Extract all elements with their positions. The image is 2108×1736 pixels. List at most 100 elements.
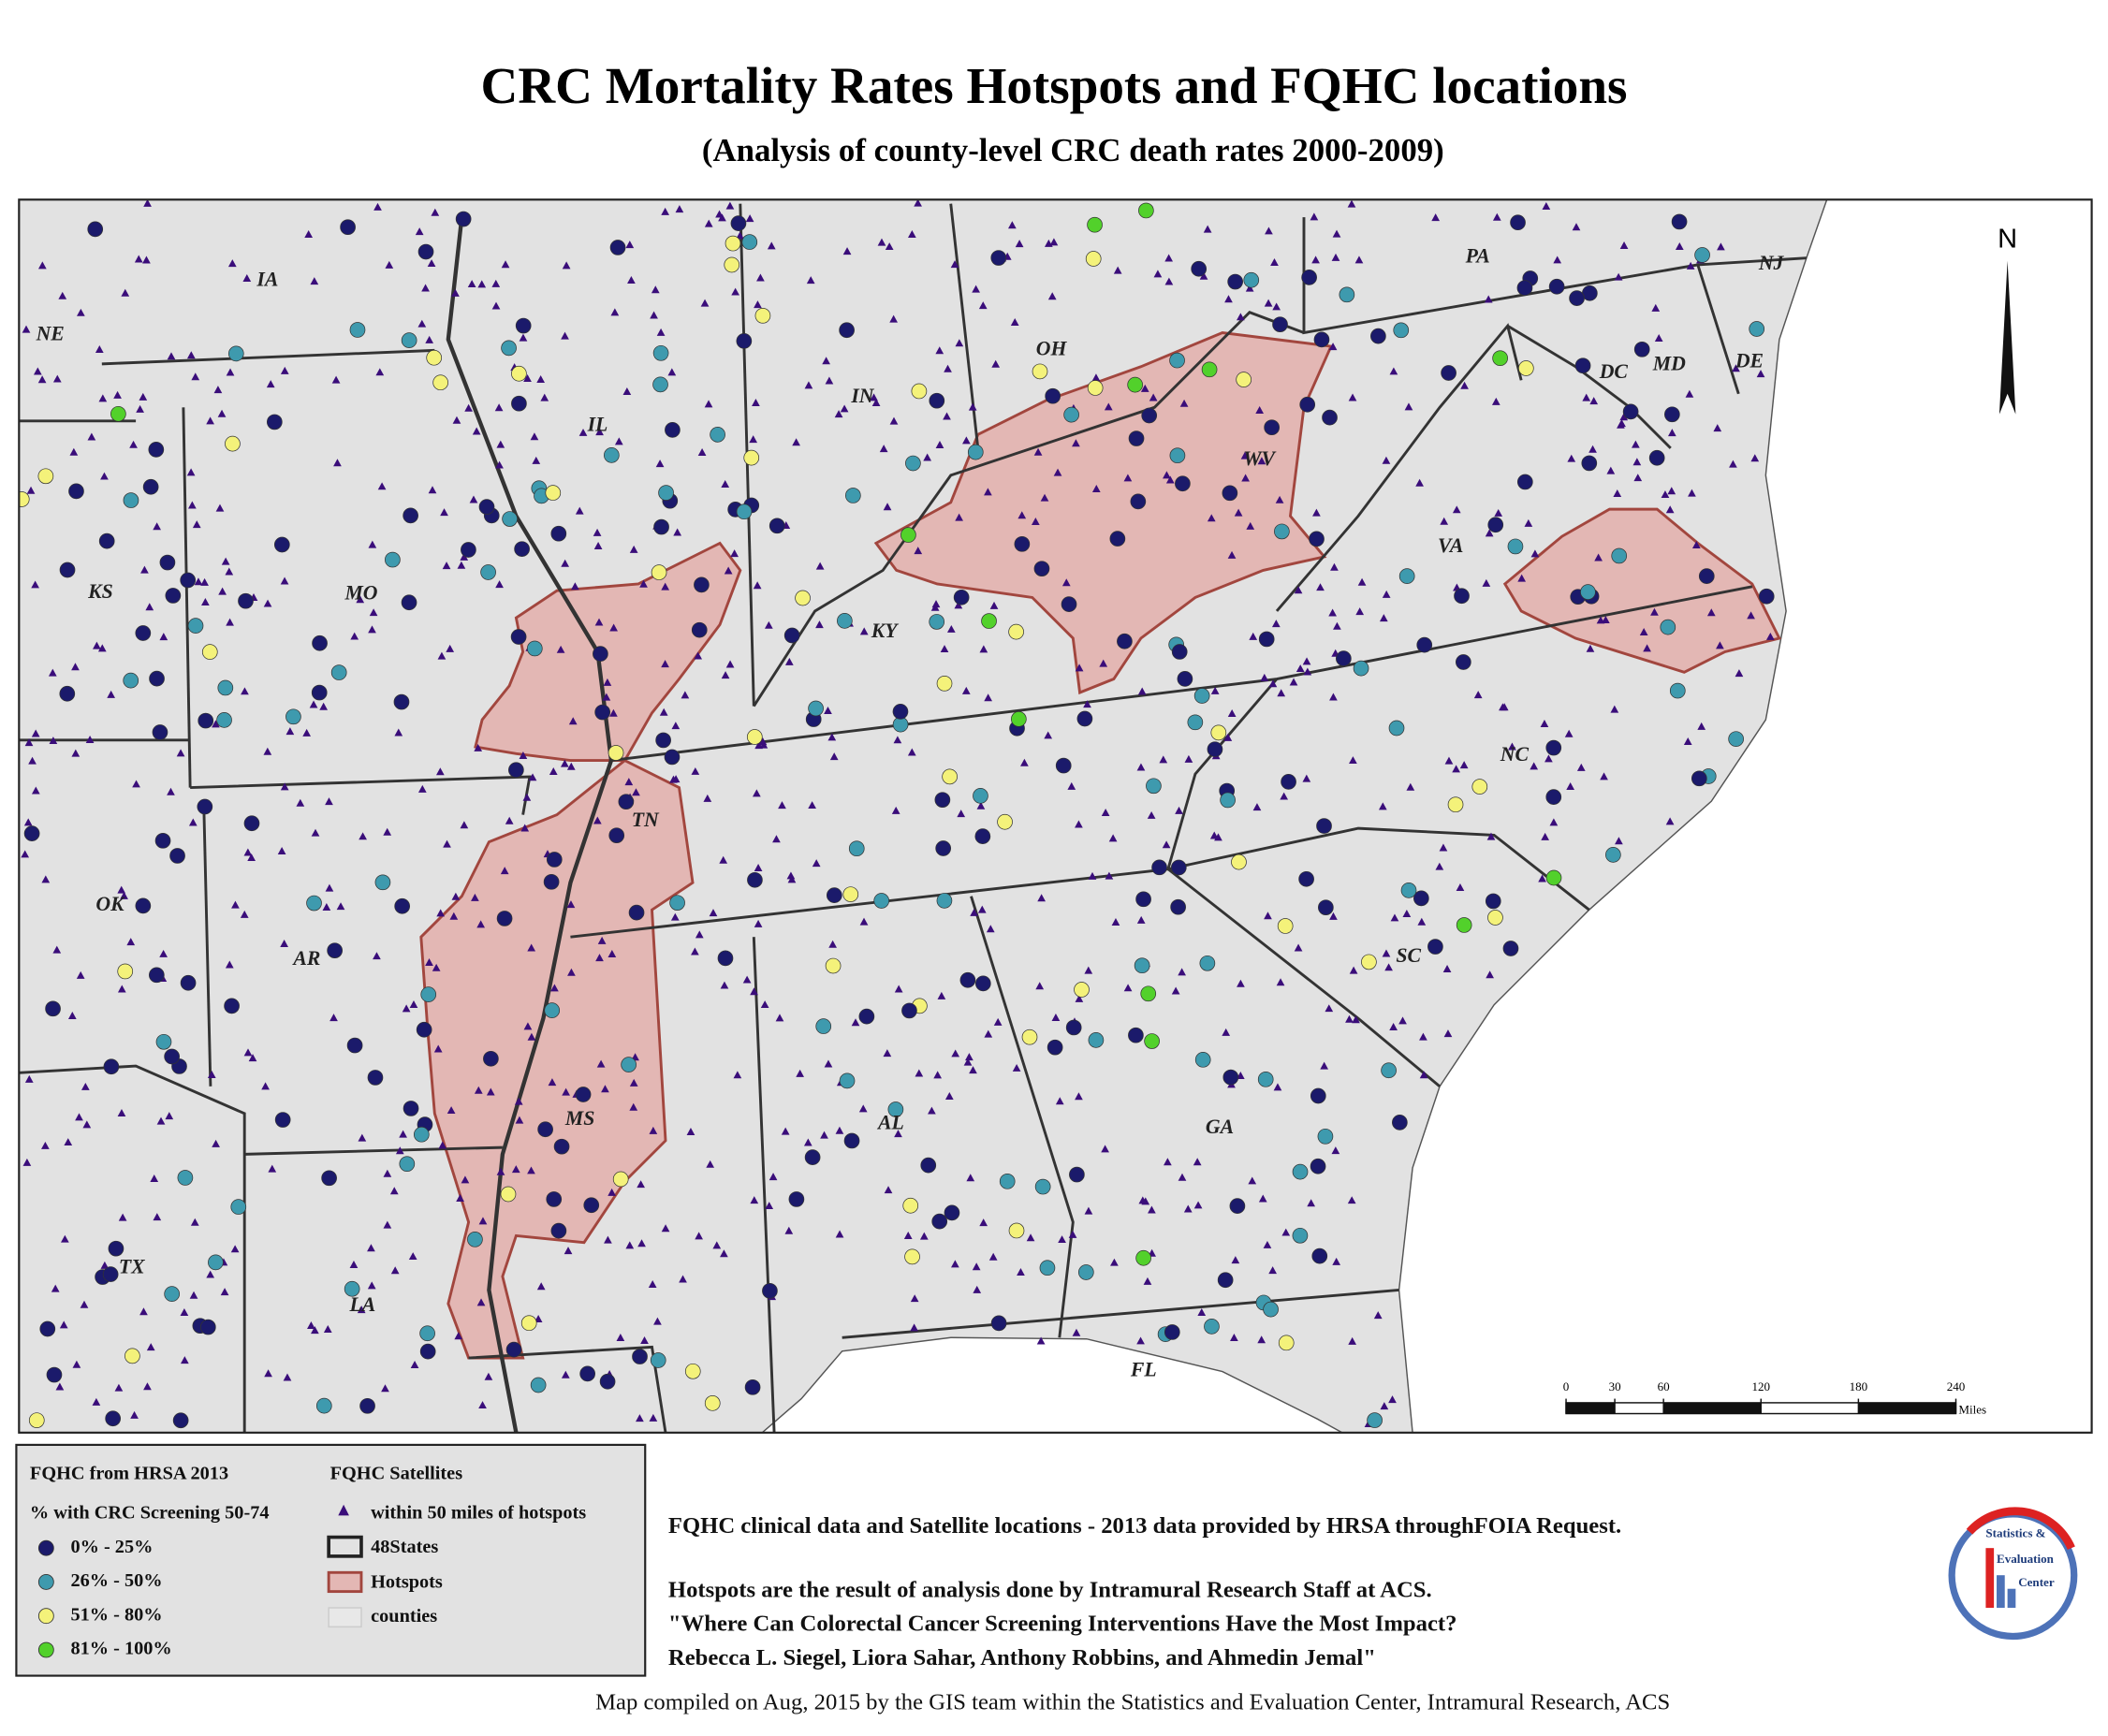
satellite-point <box>180 1356 189 1364</box>
satellite-point <box>1033 447 1043 456</box>
satellite-point <box>968 402 977 411</box>
satellite-point <box>928 1106 936 1115</box>
fqhc-point <box>628 904 645 921</box>
satellite-point <box>1331 253 1340 261</box>
satellite-point <box>58 291 67 299</box>
satellite-point <box>436 909 446 917</box>
satellite-point <box>1302 657 1311 665</box>
satellite-point <box>978 301 988 310</box>
satellite-point <box>399 1130 407 1138</box>
fqhc-point <box>1310 1158 1326 1174</box>
satellite-point <box>1222 1028 1231 1036</box>
satellite-point <box>37 261 47 270</box>
satellite-point <box>190 1218 199 1226</box>
satellite-point <box>1061 578 1071 587</box>
fqhc-point <box>1664 406 1680 423</box>
satellite-point <box>319 702 329 710</box>
satellite-point <box>367 1244 375 1252</box>
fqhc-point <box>1021 1028 1038 1045</box>
fqhc-point <box>1231 853 1247 870</box>
fqhc-point <box>199 1319 216 1335</box>
fqhc-point <box>1485 893 1501 910</box>
fqhc-point <box>537 1121 553 1138</box>
satellite-point <box>700 299 710 307</box>
fqhc-point <box>704 1394 721 1411</box>
fqhc-point <box>1492 350 1508 367</box>
fqhc-point <box>1517 360 1534 376</box>
fqhc-point <box>1207 741 1223 758</box>
satellite-point <box>984 488 992 496</box>
fqhc-point <box>1008 1222 1025 1239</box>
satellite-point <box>1389 367 1398 375</box>
fqhc-point <box>180 974 197 991</box>
satellite-point <box>765 1202 774 1210</box>
fqhc-point <box>1077 1264 1094 1280</box>
fqhc-point <box>594 704 611 721</box>
satellite-point <box>1390 913 1399 922</box>
satellite-point <box>1183 1204 1193 1213</box>
satellite-point <box>1240 451 1250 460</box>
fqhc-point <box>1272 316 1288 333</box>
satellite-point <box>1614 272 1623 281</box>
fqhc-point <box>621 1057 637 1072</box>
fqhc-point <box>839 1072 856 1089</box>
satellite-point <box>1153 270 1163 278</box>
fqhc-point <box>401 332 417 348</box>
fqhc-point <box>393 693 410 710</box>
fqhc-point <box>632 1349 648 1364</box>
satellite-point <box>528 773 537 781</box>
satellite-point <box>679 1275 687 1283</box>
satellite-point <box>1280 792 1289 800</box>
satellite-point <box>1688 489 1696 497</box>
satellite-point <box>1329 912 1338 920</box>
fqhc-point <box>1281 774 1296 790</box>
satellite-point <box>756 273 765 282</box>
satellite-point <box>884 1186 893 1194</box>
satellite-point <box>26 486 36 494</box>
satellite-point <box>724 566 733 575</box>
satellite-point <box>1091 373 1101 382</box>
satellite-point <box>937 991 946 999</box>
satellite-point <box>1165 475 1175 484</box>
fqhc-point <box>808 700 824 717</box>
fqhc-point <box>1367 1412 1383 1428</box>
satellite-point <box>1435 862 1444 870</box>
fqhc-point <box>374 874 391 891</box>
fqhc-point <box>164 1048 180 1065</box>
satellite-point <box>501 260 510 269</box>
state-label: AL <box>876 1111 904 1133</box>
fqhc-point <box>710 427 725 443</box>
satellite-point <box>85 736 95 744</box>
fqhc-point <box>725 235 741 252</box>
legend-item: 81% - 100% <box>70 1639 171 1659</box>
satellite-point <box>754 300 762 309</box>
satellite-point <box>1159 755 1168 764</box>
satellite-point <box>359 832 367 840</box>
satellite-point <box>31 580 39 589</box>
fqhc-point <box>344 1280 360 1297</box>
fqhc-point <box>1063 406 1079 423</box>
satellite-point <box>1382 590 1391 598</box>
fqhc-point <box>911 383 928 400</box>
satellite-point <box>1484 295 1493 303</box>
satellite-point <box>973 1285 982 1293</box>
satellite-point <box>217 409 227 417</box>
satellite-point <box>894 985 903 993</box>
satellite-point <box>1765 632 1775 640</box>
fqhc-point <box>432 374 448 391</box>
satellite-point <box>955 513 963 521</box>
satellite-point <box>993 1017 1003 1026</box>
satellite-point <box>1320 1061 1329 1070</box>
satellite-point <box>859 917 869 926</box>
satellite-point <box>609 708 618 717</box>
satellite-point <box>1517 574 1527 582</box>
satellite-point <box>661 1224 670 1233</box>
satellite-point <box>671 722 681 730</box>
satellite-point <box>669 775 678 783</box>
satellite-point <box>609 623 618 632</box>
satellite-point <box>240 910 249 918</box>
satellite-point <box>593 816 602 824</box>
satellite-point <box>1263 1240 1272 1248</box>
satellite-point <box>368 540 377 548</box>
satellite-point <box>632 788 640 796</box>
